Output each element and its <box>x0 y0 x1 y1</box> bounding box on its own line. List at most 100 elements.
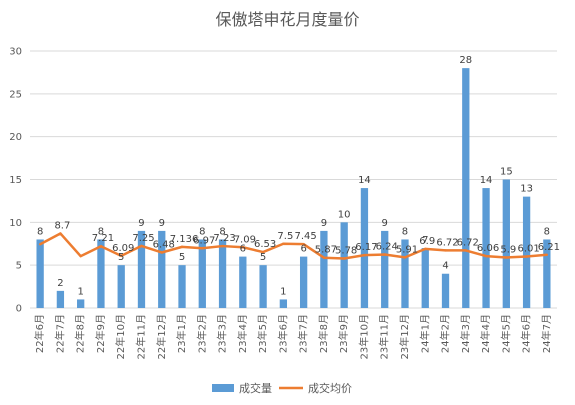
price-value-label: 7.45 <box>295 231 317 242</box>
bar-value-label: 8 <box>219 226 225 237</box>
y-tick-label: 25 <box>9 89 22 100</box>
price-value-label: 7.09 <box>234 234 256 245</box>
bar-value-label: 9 <box>159 218 165 229</box>
bar <box>401 239 409 308</box>
legend: 成交量 成交均价 <box>212 381 352 395</box>
x-tick-label: 24年7月 <box>540 314 553 353</box>
price-value-label: 7.136 <box>170 234 199 245</box>
bar <box>239 256 247 308</box>
price-point <box>59 232 62 235</box>
price-value-label: 7.21 <box>92 233 114 244</box>
bar <box>158 230 166 308</box>
price-point <box>464 249 467 252</box>
bar <box>421 248 429 308</box>
line-series <box>38 232 549 260</box>
bar-value-label: 15 <box>500 167 513 178</box>
bar-value-label: 13 <box>520 184 533 195</box>
legend-swatch-volume <box>212 384 234 392</box>
price-point <box>201 247 204 250</box>
bar <box>218 239 227 308</box>
x-tick-label: 23年8月 <box>317 314 330 353</box>
x-tick-label: 22年12月 <box>155 314 168 359</box>
bar <box>522 196 531 308</box>
x-tick-label: 22年11月 <box>134 314 147 359</box>
price-value-label: 6.97 <box>193 235 215 246</box>
x-tick-label: 24年5月 <box>499 314 512 353</box>
bar-value-label: 14 <box>480 175 493 186</box>
price-value-label: 6.17 <box>355 242 377 253</box>
bar <box>259 265 267 308</box>
y-tick-label: 20 <box>9 132 22 143</box>
bar <box>299 256 308 308</box>
bar <box>77 299 85 308</box>
bar-value-label: 5 <box>179 252 185 263</box>
price-value-label: 5.9 <box>500 244 516 255</box>
bar <box>543 239 551 308</box>
price-value-label: 5.78 <box>335 245 357 256</box>
bar <box>117 265 125 308</box>
x-tick-label: 23年5月 <box>256 314 269 353</box>
price-point <box>505 256 508 259</box>
x-axis: 22年6月 22年7月 22年8月 22年9月 22年10月 22年11月 22年12月 23… <box>33 314 553 359</box>
price-point <box>241 246 245 249</box>
bar-value-label: 4 <box>442 261 448 272</box>
bar-value-label: 5 <box>260 252 266 263</box>
x-tick-label: 24年4月 <box>479 314 492 353</box>
legend-label-volume: 成交量 <box>239 381 272 395</box>
bar-value-label: 8 <box>98 226 104 237</box>
price-point <box>403 256 407 259</box>
bar <box>178 265 186 308</box>
bar <box>340 222 348 308</box>
bar-value-label: 14 <box>358 175 371 186</box>
price-point <box>221 244 224 248</box>
x-tick-label: 22年6月 <box>33 314 46 353</box>
bar <box>441 273 450 308</box>
price-point <box>525 255 528 258</box>
y-tick-label: 10 <box>9 218 22 229</box>
bar-value-label: 7 <box>422 235 428 246</box>
price-point <box>120 254 123 258</box>
x-tick-label: 23年2月 <box>195 314 208 353</box>
price-point <box>363 253 366 257</box>
price-point <box>282 242 285 245</box>
price-value-label: 6.06 <box>477 243 499 254</box>
bar <box>381 230 389 308</box>
x-tick-label: 24年1月 <box>418 314 431 353</box>
x-tick-label: 23年1月 <box>175 314 188 353</box>
bar-value-label: 6 <box>240 244 246 255</box>
price-point <box>99 245 103 248</box>
price-point <box>424 247 427 251</box>
price-point <box>484 254 488 258</box>
price-value-label: 5.91 <box>396 244 418 255</box>
bar <box>462 68 470 308</box>
price-value-label: 6.9 <box>419 236 435 247</box>
x-tick-label: 24年6月 <box>520 314 533 353</box>
bar-value-label: 10 <box>338 209 351 220</box>
bar-value-label: 8 <box>544 226 550 237</box>
bar-value-label: 9 <box>321 218 327 229</box>
bar <box>502 179 510 308</box>
gridlines <box>30 50 557 309</box>
bar-value-label: 9 <box>138 218 144 229</box>
price-line <box>39 232 547 260</box>
x-tick-label: 22年9月 <box>94 314 107 353</box>
price-value-label: 6.21 <box>538 242 560 253</box>
bar <box>198 239 206 308</box>
price-value-label: 6.09 <box>112 243 134 254</box>
bar-value-label: 1 <box>77 286 83 297</box>
x-tick-label: 23年11月 <box>378 314 391 359</box>
bar-value-label: 8 <box>37 226 43 237</box>
price-point <box>261 250 265 254</box>
x-tick-label: 24年3月 <box>459 314 472 353</box>
price-value-label: 7.25 <box>132 233 154 244</box>
price-value-label: 7.5 <box>277 231 293 242</box>
price-point <box>342 257 346 260</box>
x-tick-label: 23年12月 <box>398 314 411 359</box>
bar <box>97 239 105 308</box>
price-point <box>545 253 549 257</box>
price-point <box>180 245 184 249</box>
bar-value-label: 5 <box>118 252 124 263</box>
bar-value-label: 8 <box>402 226 408 237</box>
bar-value-label: 28 <box>459 55 472 66</box>
